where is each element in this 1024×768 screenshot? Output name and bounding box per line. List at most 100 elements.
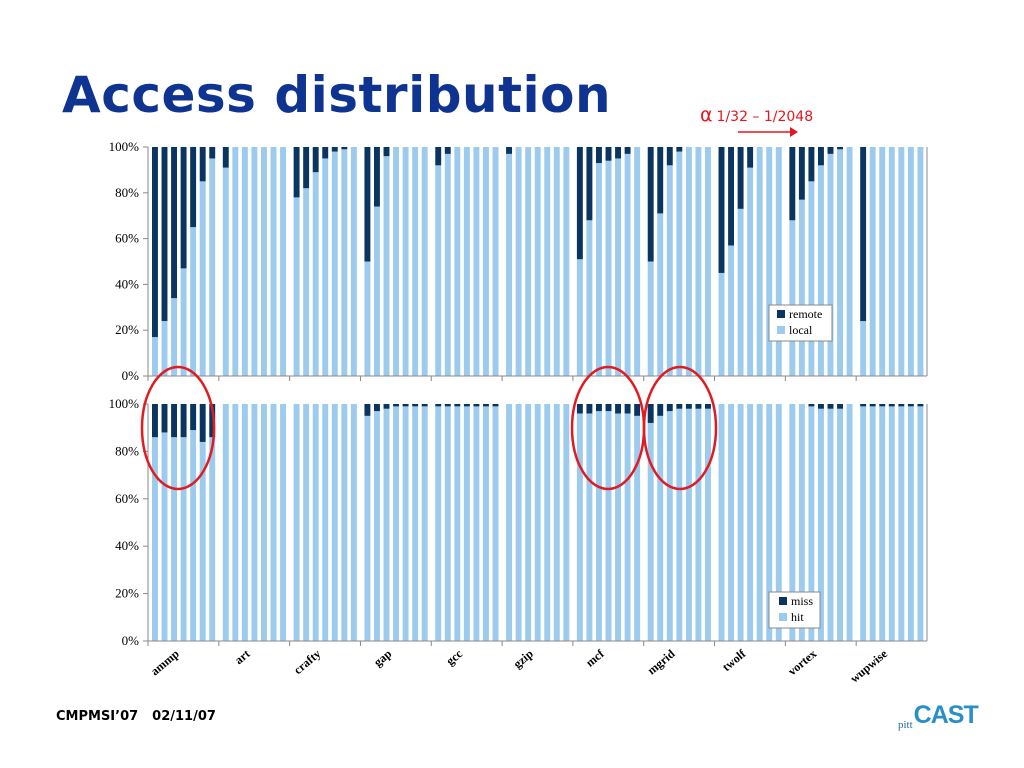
top-bar-local-gap-3 <box>383 156 390 376</box>
bottom-bar-miss-gcc-2 <box>444 404 451 407</box>
bottom-bar-hit-wupwise-2 <box>869 406 876 641</box>
bottom-bar-hit-mcf-1 <box>576 413 583 641</box>
top-bar-local-mcf-1 <box>576 259 583 376</box>
bottom-bar-hit-wupwise-5 <box>898 406 905 641</box>
top-bar-local-gzip-5 <box>544 147 551 376</box>
top-bar-local-vortex-1 <box>789 220 796 376</box>
bottom-bar-hit-art-2 <box>232 404 239 641</box>
bottom-bar-hit-mgrid-1 <box>647 422 654 641</box>
top-bar-local-gcc-3 <box>454 147 461 376</box>
bottom-y-tick-label: 80% <box>115 443 139 458</box>
category-label-crafty: crafty <box>291 647 323 677</box>
bottom-bar-hit-gzip-3 <box>525 404 532 641</box>
top-y-tick-label: 60% <box>115 231 139 246</box>
category-label-gzip: gzip <box>511 646 537 671</box>
bottom-bar-hit-gcc-2 <box>444 406 451 641</box>
bottom-bar-hit-mgrid-7 <box>705 408 711 641</box>
legend-swatch-remote <box>777 310 785 318</box>
top-bar-local-wupwise-1 <box>860 321 867 376</box>
bottom-bar-miss-ammp-3 <box>171 404 178 438</box>
top-bar-remote-vortex-3 <box>808 147 815 182</box>
bottom-bar-hit-gap-3 <box>383 408 390 641</box>
top-bar-local-twolf-2 <box>728 245 735 376</box>
top-bar-local-vortex-2 <box>798 199 805 376</box>
bottom-bar-hit-gcc-6 <box>483 406 489 641</box>
bottom-bar-hit-mcf-2 <box>586 413 593 641</box>
slide-title: Access distribution <box>62 66 612 124</box>
top-bar-local-wupwise-4 <box>888 147 895 376</box>
bottom-bar-hit-gcc-7 <box>492 406 499 641</box>
bottom-bar-hit-gap-2 <box>374 411 380 641</box>
top-bar-local-art-5 <box>261 147 267 376</box>
bottom-bar-hit-crafty-7 <box>350 404 357 641</box>
top-bar-local-gcc-5 <box>473 147 480 376</box>
bottom-bar-miss-gap-7 <box>421 404 428 407</box>
top-bar-remote-ammp-7 <box>209 147 216 159</box>
bottom-bar-hit-mcf-4 <box>605 411 612 641</box>
bottom-bar-hit-gzip-1 <box>506 404 513 641</box>
top-bar-local-vortex-6 <box>837 149 844 376</box>
top-bar-remote-ammp-1 <box>152 147 158 338</box>
bottom-bar-hit-ammp-6 <box>199 441 206 641</box>
footer: CMPMSI’07 02/11/07 <box>56 709 230 724</box>
bottom-bar-miss-gcc-1 <box>435 404 442 407</box>
bottom-bar-hit-crafty-3 <box>312 404 319 641</box>
top-bar-remote-crafty-4 <box>322 147 329 159</box>
top-bar-local-vortex-4 <box>818 165 824 376</box>
top-bar-local-mgrid-3 <box>666 165 673 376</box>
bottom-bar-hit-vortex-2 <box>798 404 805 641</box>
top-bar-local-ammp-1 <box>152 337 158 376</box>
bottom-bar-miss-vortex-5 <box>827 404 834 409</box>
category-label-mgrid: mgrid <box>645 646 678 677</box>
bottom-bar-miss-gcc-6 <box>483 404 489 407</box>
bottom-bar-hit-vortex-1 <box>789 404 796 641</box>
top-bar-local-crafty-3 <box>312 172 319 376</box>
bottom-bar-hit-gap-1 <box>364 415 371 641</box>
top-bar-local-wupwise-2 <box>869 147 876 376</box>
bottom-y-tick-label: 60% <box>115 491 139 506</box>
top-bar-local-mcf-5 <box>615 158 622 376</box>
top-bar-local-gzip-2 <box>515 147 522 376</box>
bottom-bar-miss-mcf-5 <box>615 404 622 414</box>
top-bar-local-crafty-7 <box>350 147 357 376</box>
top-bar-remote-vortex-6 <box>837 147 844 150</box>
bottom-bar-hit-ammp-1 <box>152 437 158 641</box>
top-bar-local-mcf-2 <box>586 220 593 376</box>
top-bar-remote-mgrid-3 <box>666 147 673 166</box>
bottom-bar-hit-twolf-4 <box>747 404 754 641</box>
top-bar-local-ammp-4 <box>180 268 187 376</box>
legend-swatch-local <box>777 326 785 334</box>
top-bar-remote-art-1 <box>222 147 229 168</box>
top-bar-local-twolf-4 <box>747 167 754 376</box>
bottom-bar-hit-wupwise-4 <box>888 406 895 641</box>
logo-pitt-text: pitt <box>898 719 913 731</box>
top-y-tick-label: 0% <box>122 368 140 383</box>
bottom-bar-hit-vortex-4 <box>818 408 824 641</box>
top-bar-remote-gzip-1 <box>506 147 513 154</box>
bottom-bar-hit-crafty-6 <box>341 404 348 641</box>
category-label-gap: gap <box>371 646 395 669</box>
bottom-bar-miss-wupwise-6 <box>907 404 914 407</box>
bottom-bar-miss-wupwise-7 <box>917 404 924 407</box>
top-bar-local-mgrid-4 <box>676 151 683 376</box>
bottom-bar-hit-ammp-4 <box>180 437 187 641</box>
top-bar-local-gzip-3 <box>525 147 532 376</box>
bottom-bar-miss-mcf-3 <box>596 404 602 412</box>
legend-label-local: local <box>789 323 813 337</box>
bottom-bar-miss-gcc-7 <box>492 404 499 407</box>
bottom-bar-hit-gap-4 <box>393 406 400 641</box>
alpha-range-text: 1/32 – 1/2048 <box>716 109 814 125</box>
top-bar-remote-mcf-4 <box>605 147 612 161</box>
bottom-bar-hit-twolf-1 <box>718 404 725 641</box>
bottom-bar-miss-gap-3 <box>383 404 390 409</box>
top-bar-remote-twolf-2 <box>728 147 735 246</box>
top-bar-local-wupwise-3 <box>879 147 886 376</box>
bottom-bar-hit-ammp-5 <box>190 430 197 641</box>
top-bar-local-crafty-6 <box>341 149 348 376</box>
bottom-bar-miss-mgrid-2 <box>657 404 664 416</box>
highlight-ellipses <box>140 365 718 491</box>
bottom-bar-miss-gap-2 <box>374 404 380 412</box>
bottom-bar-hit-crafty-2 <box>303 404 310 641</box>
bottom-bar-miss-wupwise-5 <box>898 404 905 407</box>
bottom-bar-hit-ammp-3 <box>171 437 178 641</box>
